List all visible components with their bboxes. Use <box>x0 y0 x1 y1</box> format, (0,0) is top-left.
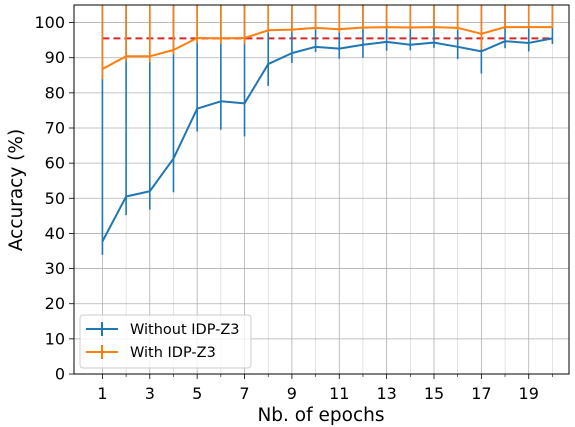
y-tick-label-10: 10 <box>45 329 65 348</box>
x-tick-label-3: 3 <box>145 384 155 403</box>
legend-entry-with: With IDP-Z3 <box>86 345 216 361</box>
y-tick-label-0: 0 <box>55 365 65 384</box>
x-axis-label: Nb. of epochs <box>257 405 384 426</box>
x-tick-label-11: 11 <box>329 384 349 403</box>
legend-entry-without: Without IDP-Z3 <box>86 322 240 338</box>
y-axis-label: Accuracy (%) <box>6 129 27 251</box>
x-tick-label-9: 9 <box>287 384 297 403</box>
legend-box <box>79 314 252 369</box>
legend-label-with: With IDP-Z3 <box>130 345 216 361</box>
y-tick-label-30: 30 <box>45 259 65 278</box>
x-tick-label-5: 5 <box>192 384 202 403</box>
series-without <box>101 5 554 255</box>
x-tick-label-15: 15 <box>424 384 444 403</box>
y-tick-label-90: 90 <box>45 48 65 67</box>
y-tick-label-80: 80 <box>45 83 65 102</box>
x-tick-label-19: 19 <box>519 384 539 403</box>
y-tick-label-20: 20 <box>45 294 65 313</box>
x-tick-label-1: 1 <box>97 384 107 403</box>
legend: Without IDP-Z3 With IDP-Z3 <box>79 314 252 369</box>
plot-frame <box>73 4 570 375</box>
x-tick-label-7: 7 <box>239 384 249 403</box>
x-tick-label-17: 17 <box>471 384 491 403</box>
y-tick-label-40: 40 <box>45 224 65 243</box>
series-with <box>101 5 554 80</box>
y-tick-label-100: 100 <box>34 13 65 32</box>
legend-label-without: Without IDP-Z3 <box>130 322 240 338</box>
series-layer <box>101 5 554 255</box>
x-tick-label-13: 13 <box>376 384 396 403</box>
series-line-without <box>101 37 553 242</box>
y-tick-label-60: 60 <box>45 154 65 173</box>
series-line-with <box>101 26 553 70</box>
y-tick-label-50: 50 <box>45 189 65 208</box>
y-tick-label-70: 70 <box>45 119 65 138</box>
